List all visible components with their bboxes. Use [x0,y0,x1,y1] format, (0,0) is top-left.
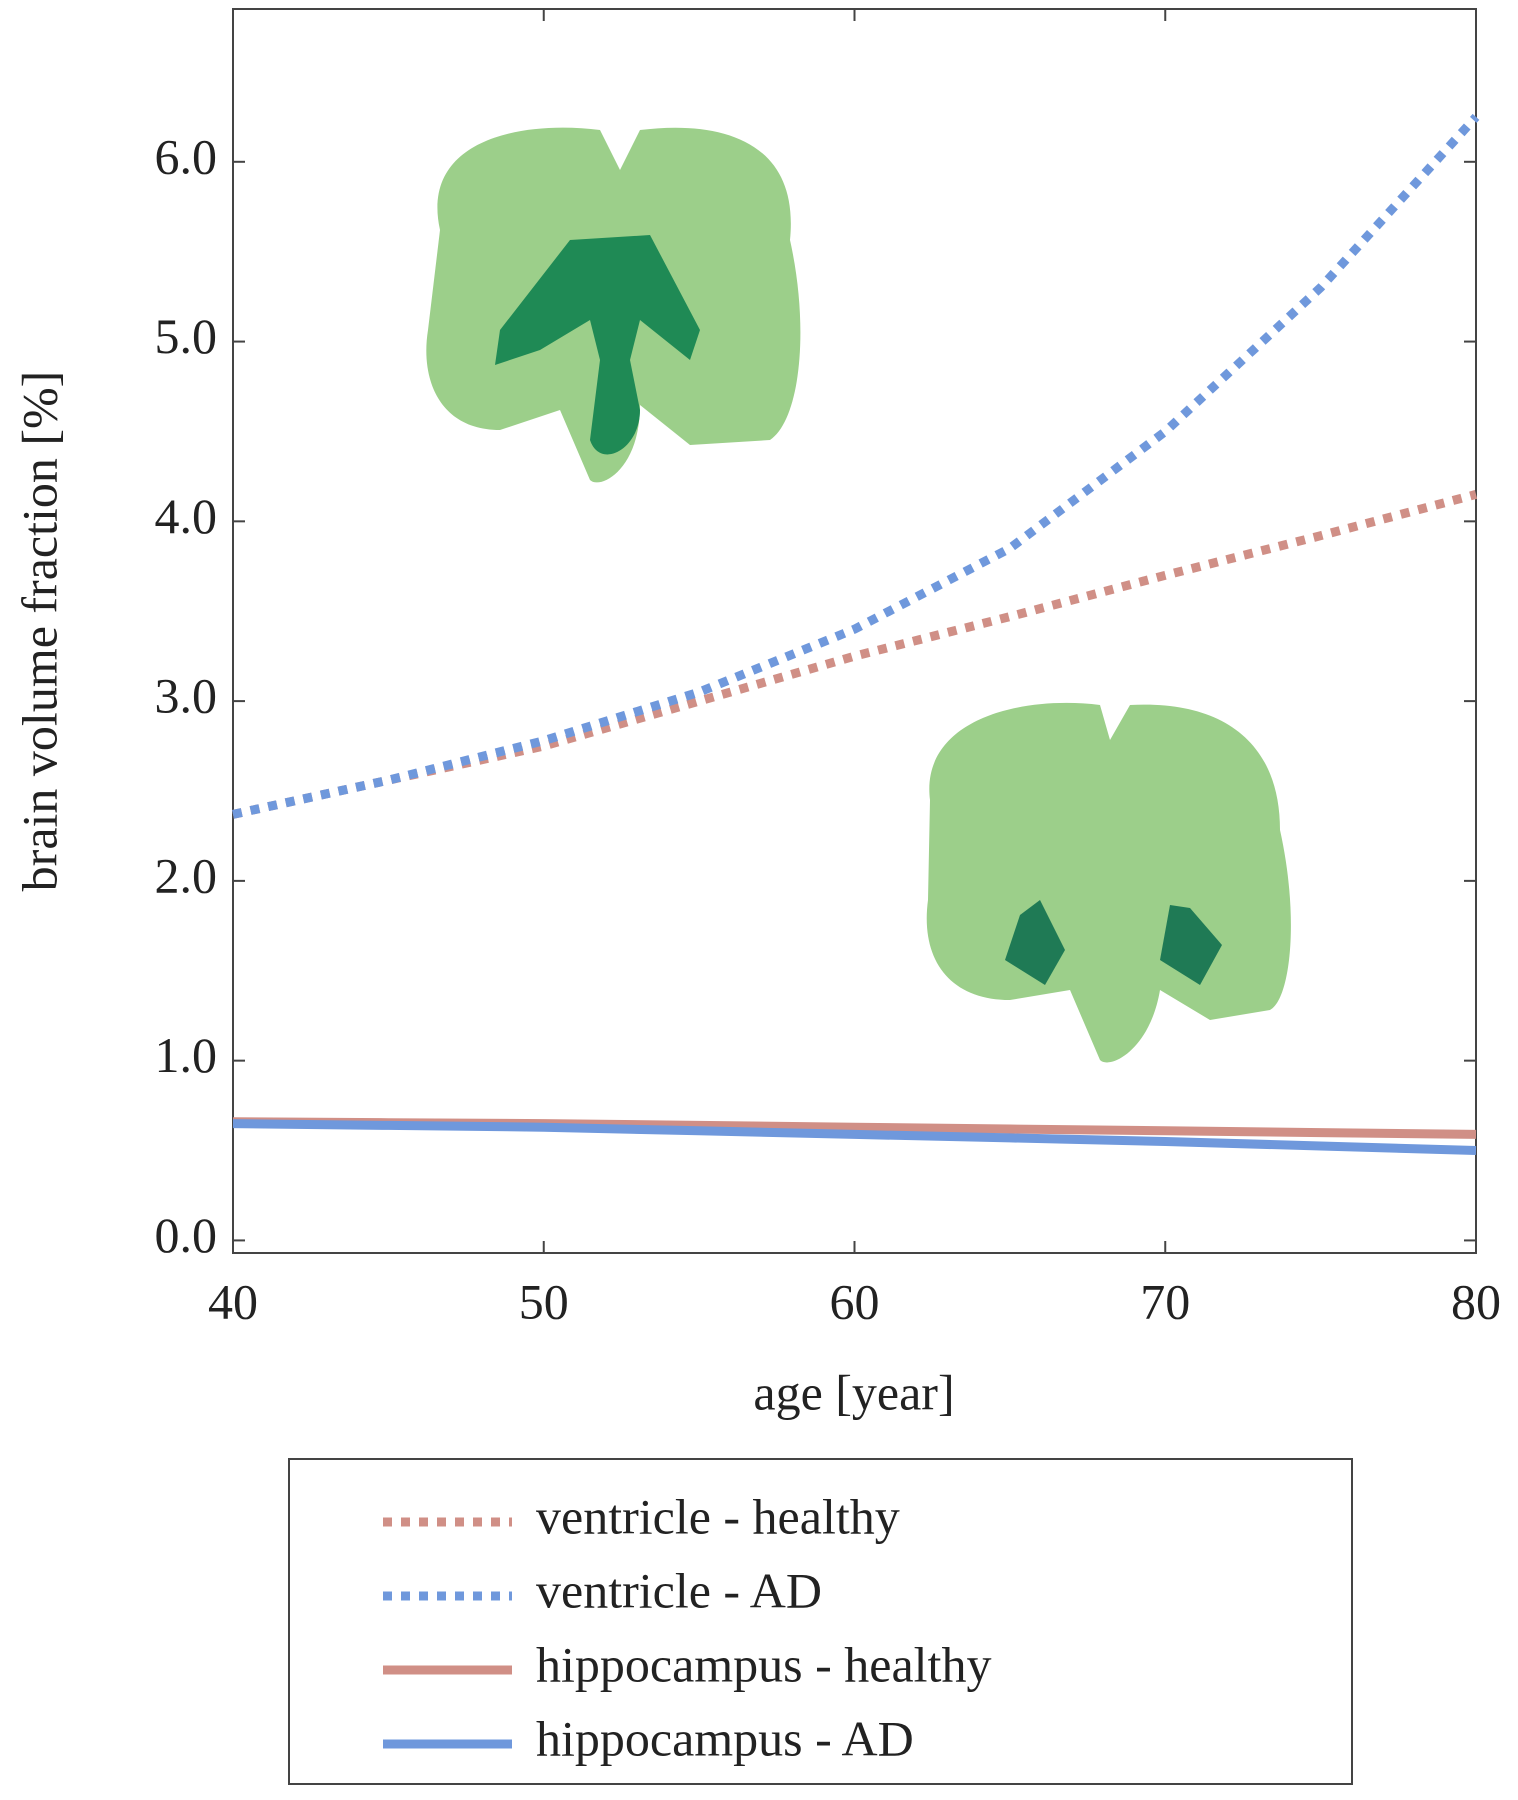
legend-frame [288,1458,1353,1785]
hippocampus-shape [1005,900,1065,985]
legend-label: hippocampus - AD [536,1710,914,1766]
x-tick-label: 70 [1140,1273,1190,1329]
legend-label: ventricle - AD [536,1562,822,1618]
ventricle-shape [495,235,700,455]
hippocampus-shape [1160,905,1222,985]
legend-label: ventricle - healthy [536,1488,900,1544]
x-tick-label: 60 [830,1273,880,1329]
legend-label: hippocampus - healthy [536,1636,991,1692]
brain-illustration-ventricle [426,127,801,483]
y-axis-label: brain volume fraction [%] [11,371,67,892]
y-tick-label: 5.0 [155,308,218,364]
y-tick-label: 1.0 [155,1027,218,1083]
x-tick-label: 40 [208,1273,258,1329]
y-tick-label: 4.0 [155,488,218,544]
brain-shape [926,702,1291,1063]
y-tick-label: 2.0 [155,847,218,903]
series-line [232,1119,1477,1155]
brain-illustration-hippocampus [926,702,1291,1063]
x-tick-label: 80 [1451,1273,1501,1329]
y-tick-label: 3.0 [155,668,218,724]
series-line [232,113,1480,819]
x-axis-label: age [year] [753,1364,954,1420]
series-line [232,490,1478,819]
y-tick-label: 6.0 [155,128,218,184]
y-tick-label: 0.0 [155,1207,218,1263]
x-tick-label: 50 [519,1273,569,1329]
